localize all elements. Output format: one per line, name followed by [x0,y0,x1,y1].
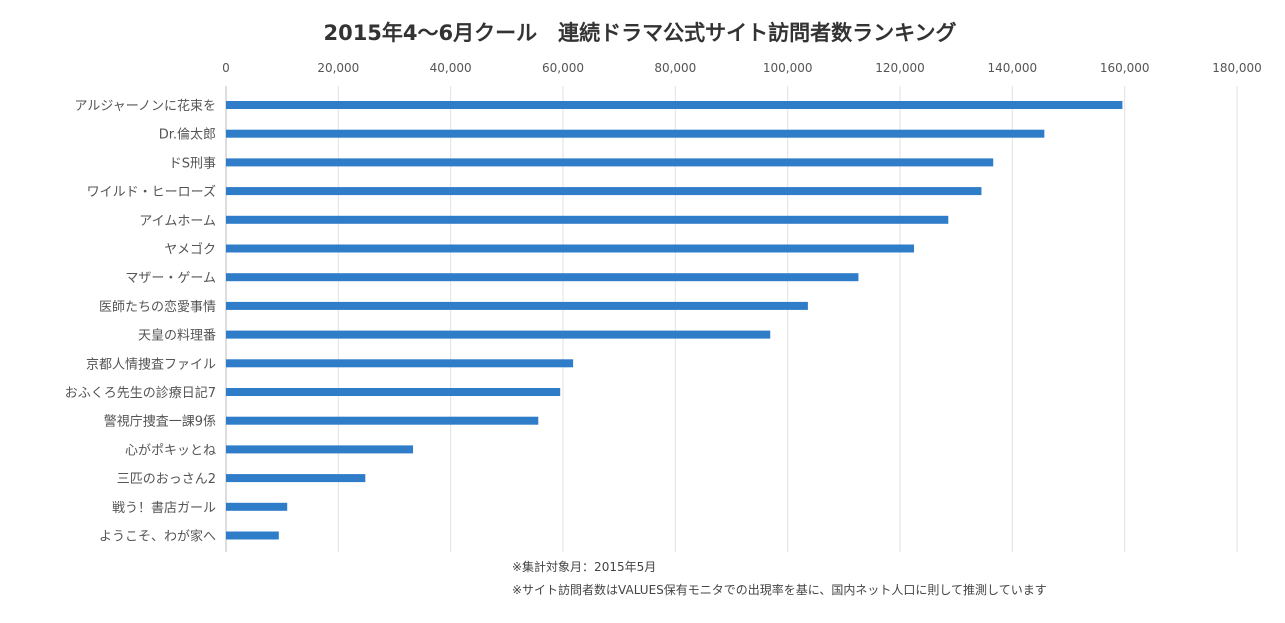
category-label: 天皇の料理番 [138,329,216,344]
bar [226,445,414,454]
category-label: 京都人情捜査ファイル [86,357,216,372]
x-tick-label: 20,000 [317,61,359,75]
bar [226,301,808,310]
category-label: おふくろ先生の診療日記7 [65,385,216,401]
bar [226,359,574,368]
bar [226,101,1123,109]
bar [226,416,539,425]
bar [226,187,982,196]
category-label: 医師たちの恋愛事情 [99,299,216,315]
bar [226,158,994,167]
note-method: ※サイト訪問者数はVALUES保有モニタでの出現率を基に、国内ネット人口に則して… [512,582,1047,597]
category-label: 三匹のおっさん2 [117,472,216,487]
x-tick-label: 180,000 [1212,61,1262,75]
x-tick-label: 0 [222,61,230,75]
bar [226,330,771,339]
bar [226,215,949,224]
category-label: 警視庁捜査一課9係 [104,414,216,430]
bar [226,273,859,282]
x-tick-label: 40,000 [430,61,472,75]
category-label: Dr.倫太郎 [159,128,216,143]
note-period: ※集計対象月：2015年5月 [512,559,656,574]
category-label: ヤメゴク [164,242,216,258]
x-tick-label: 80,000 [654,61,696,75]
bar [226,502,288,511]
x-tick-label: 140,000 [988,61,1038,75]
category-label: ようこそ、わが家へ [99,529,216,545]
category-label: ドS刑事 [169,156,216,171]
x-tick-label: 160,000 [1100,61,1150,75]
bar [226,531,279,540]
category-label: 心がポキッとね [125,443,216,458]
x-tick-label: 60,000 [542,61,584,75]
bar [226,388,561,396]
bar [226,244,915,253]
x-tick-label: 100,000 [763,61,813,75]
x-tick-label: 120,000 [875,61,925,75]
category-label: アイムホーム [139,214,216,229]
bar [226,474,366,483]
category-label: ワイルド・ヒーローズ [87,184,216,200]
chart-title: 2015年4〜6月クール 連続ドラマ公式サイト訪問者数ランキング [323,21,956,45]
category-label: 戦う！書店ガール [112,501,216,516]
bar [226,129,1045,138]
category-label: アルジャーノンに花束を [75,98,216,114]
category-label: マザー・ゲーム [125,271,216,286]
